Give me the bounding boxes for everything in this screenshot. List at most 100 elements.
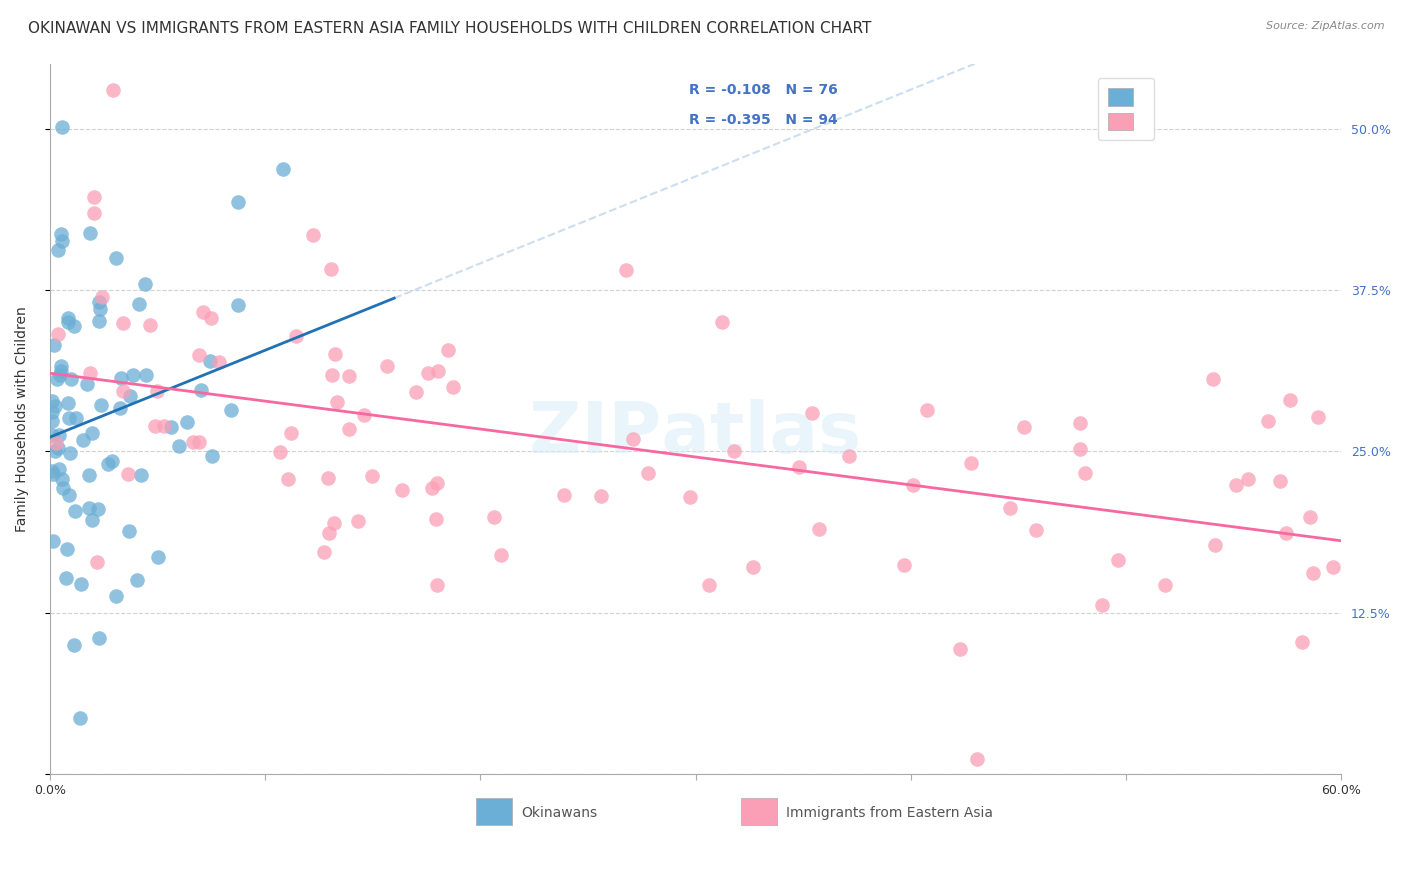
Point [72,433,94,447]
FancyBboxPatch shape [477,798,512,825]
Point [42,337,65,351]
Point [915,403,938,417]
Point [1074,466,1097,480]
Point [491,549,513,563]
Point [121,368,143,382]
Point [101,454,124,468]
Point [129,468,152,483]
Point [325,347,347,361]
Point [188,348,211,362]
Point [807,522,830,536]
Point [167,439,190,453]
Point [160,420,183,434]
Point [44,399,66,413]
Point [97,457,120,471]
Point [1202,372,1225,386]
Point [51,120,73,134]
Point [69,711,91,725]
Point [117,467,139,481]
Point [375,359,398,373]
Point [893,558,915,572]
Point [181,435,204,450]
Point [108,401,131,415]
Point [711,315,734,329]
Point [200,310,222,325]
Point [416,366,439,380]
Point [59,446,82,460]
Point [153,418,176,433]
Point [621,432,644,446]
Point [319,262,342,277]
Point [176,415,198,429]
Point [87,631,110,645]
Point [63,638,86,652]
Point [79,500,101,515]
Point [128,297,150,311]
Point [1322,559,1344,574]
Point [321,368,343,382]
Point [110,370,132,384]
Point [70,577,93,591]
Point [482,510,505,524]
Point [42,467,65,482]
Point [125,573,148,587]
Point [901,478,924,492]
Point [1153,578,1175,592]
Point [553,487,575,501]
Point [723,444,745,458]
Point [426,364,449,378]
Text: Source: ZipAtlas.com: Source: ZipAtlas.com [1267,21,1385,30]
Point [679,490,702,504]
Point [143,419,166,434]
Point [187,435,209,450]
Point [62,319,84,334]
Point [1225,478,1247,492]
Point [838,450,860,464]
Point [49,368,72,382]
Point [1257,414,1279,428]
Point [1279,392,1302,407]
Point [89,313,111,327]
Point [441,380,464,394]
Point [1268,474,1291,488]
Point [120,389,142,403]
Point [191,305,214,319]
Text: R = -0.108   N = 76: R = -0.108 N = 76 [689,83,838,97]
Point [89,301,111,316]
Point [949,641,972,656]
Point [77,467,100,482]
Point [1204,538,1226,552]
Point [361,469,384,483]
Point [425,512,447,526]
Point [118,524,141,539]
Point [111,316,134,330]
Point [83,190,105,204]
Point [83,206,105,220]
Point [146,384,169,399]
Point [190,383,212,397]
Point [42,534,65,549]
Legend: , : , [1098,78,1153,140]
Point [426,476,449,491]
Text: R = -0.395   N = 94: R = -0.395 N = 94 [689,113,838,128]
Point [326,395,349,409]
Point [55,571,77,585]
Point [1012,420,1035,434]
Point [60,371,83,385]
Point [134,277,156,292]
Point [48,461,70,475]
Point [101,83,124,97]
Text: Okinawans: Okinawans [522,806,598,820]
Point [90,398,112,412]
Point [1069,416,1091,430]
Point [49,364,72,378]
Point [277,472,299,486]
Point [49,359,72,374]
Point [41,414,63,428]
Point [56,542,79,557]
Point [219,403,242,417]
Point [86,555,108,569]
Point [353,409,375,423]
Point [312,544,335,558]
Point [51,472,73,486]
